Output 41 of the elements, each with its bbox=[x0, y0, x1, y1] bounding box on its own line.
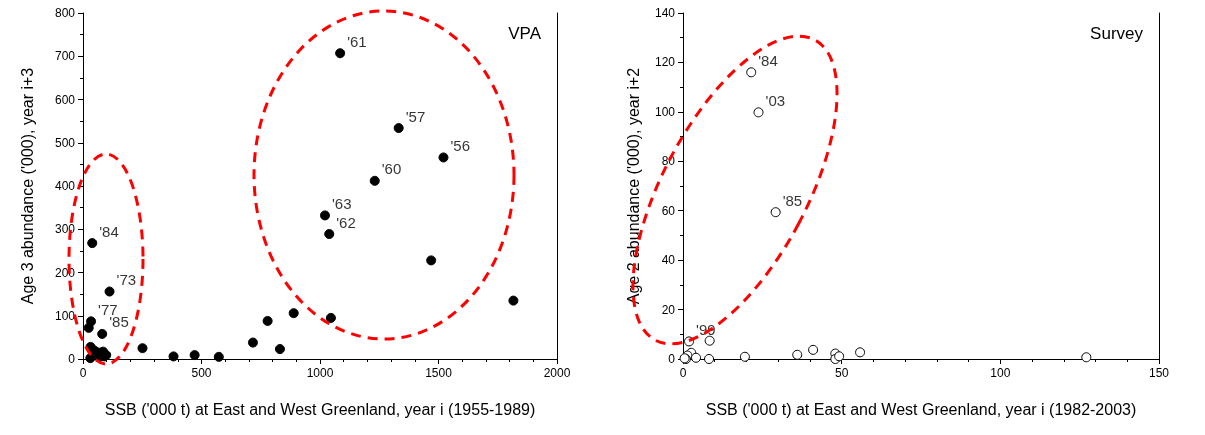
y-tick-label: 20 bbox=[661, 302, 676, 317]
y-tick-label: 140 bbox=[654, 6, 676, 20]
y-tick-label: 600 bbox=[54, 92, 76, 107]
annotation: '62 bbox=[336, 213, 356, 231]
y-tick-label: 100 bbox=[54, 308, 76, 323]
y-tick-label: 400 bbox=[54, 179, 76, 193]
x-tick-label: 2000 bbox=[543, 366, 571, 380]
annotation: VPA bbox=[508, 24, 542, 43]
y-tick-label: 800 bbox=[54, 6, 76, 20]
annotation: '73 bbox=[116, 271, 137, 289]
x-tick-label: 1000 bbox=[306, 366, 334, 380]
annotation: '60 bbox=[381, 160, 402, 178]
y-tick-label: 0 bbox=[68, 352, 76, 366]
annotation: '84 bbox=[758, 51, 778, 69]
y-tick-label: 500 bbox=[54, 135, 76, 150]
y-tick-label: 300 bbox=[54, 222, 76, 237]
annotation: Survey bbox=[1090, 24, 1144, 43]
x-tick-label: 500 bbox=[191, 366, 212, 380]
y-tick-label: 40 bbox=[661, 253, 676, 268]
x-tick-label: 0 bbox=[679, 366, 687, 380]
annotation: '84 bbox=[99, 222, 119, 240]
y-tick-label: 700 bbox=[54, 49, 76, 64]
annotation: '56 bbox=[450, 136, 471, 154]
annotation: '57 bbox=[405, 107, 426, 125]
x-axis-title: SSB ('000 t) at East and West Greenland, year i (1982-2003) bbox=[705, 400, 1137, 418]
x-tick-label: 0 bbox=[79, 366, 87, 380]
y-tick-label: 60 bbox=[661, 203, 676, 218]
y-tick-label: 100 bbox=[654, 104, 676, 119]
annotation: '61 bbox=[347, 32, 367, 50]
x-tick-label: 50 bbox=[834, 366, 849, 380]
annotation: '77 bbox=[98, 300, 118, 318]
annotation: '85 bbox=[782, 191, 803, 209]
x-tick-label: 100 bbox=[990, 366, 1011, 380]
annotation: '63 bbox=[331, 194, 352, 212]
x-axis-title: SSB ('000 t) at East and West Greenland, year i (1955-1989) bbox=[104, 400, 536, 418]
annotation: '03 bbox=[765, 91, 786, 109]
y-tick-label: 0 bbox=[668, 352, 676, 366]
y-tick-label: 120 bbox=[654, 55, 676, 70]
x-tick-label: 1500 bbox=[425, 366, 453, 380]
y-axis-title: Age 3 abundance ('000), year i+3 bbox=[18, 67, 36, 305]
x-tick-label: 150 bbox=[1148, 366, 1170, 380]
